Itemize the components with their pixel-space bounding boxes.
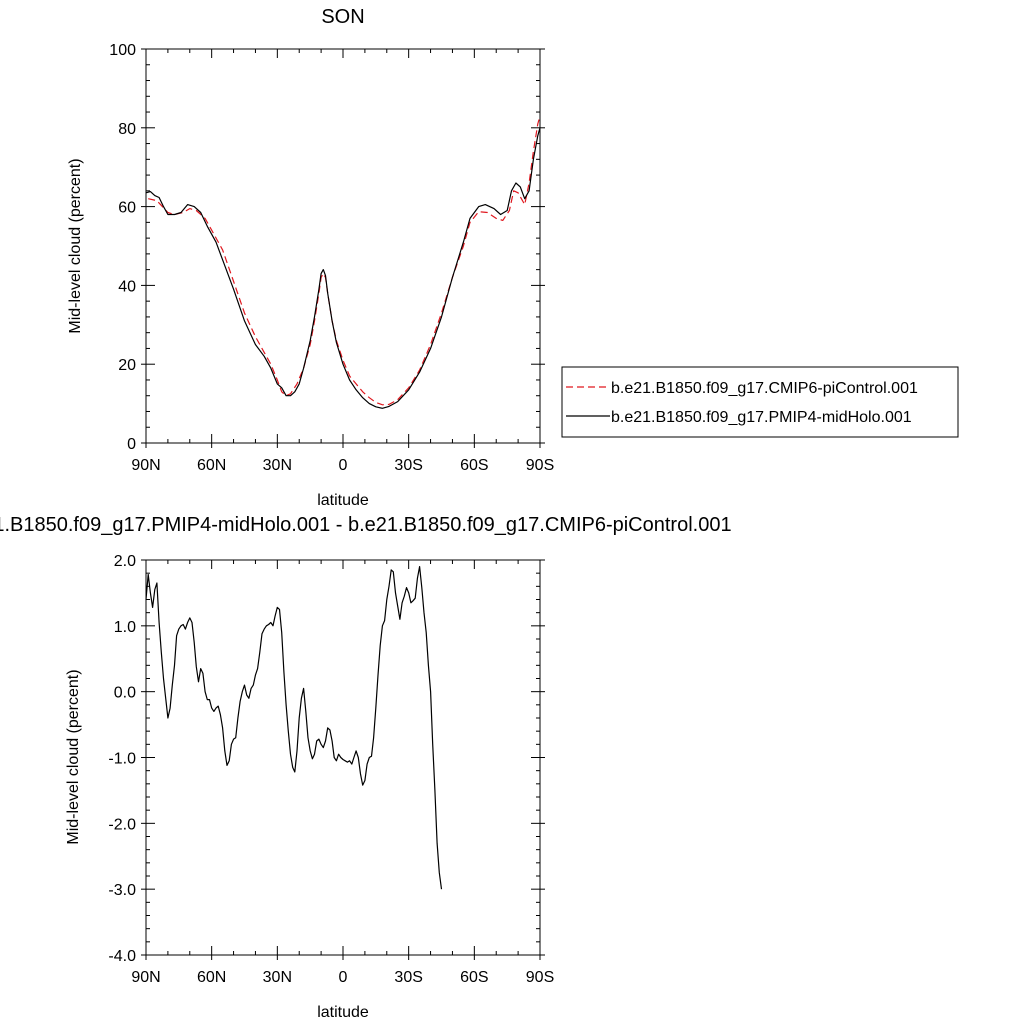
x-tick-label: 30N xyxy=(263,969,292,986)
x-tick-label: 60S xyxy=(460,457,488,474)
chart1-y-axis: 0 20 40 60 80 100 xyxy=(109,42,545,453)
chart1-plot-frame xyxy=(145,48,541,444)
chart2-x-axis-label: latitude xyxy=(317,1004,369,1021)
chart1-series-lines xyxy=(145,115,541,409)
y-tick-label: 20 xyxy=(118,357,136,374)
x-tick-label: 90S xyxy=(526,457,554,474)
chart2-y-axis: -4.0 -3.0 -2.0 -1.0 0.0 1.0 2.0 xyxy=(108,553,545,965)
y-tick-label: 80 xyxy=(118,121,136,138)
chart1-x-axis-label: latitude xyxy=(317,492,369,509)
series-line-0-0 xyxy=(148,115,541,406)
y-tick-label: 100 xyxy=(109,42,136,59)
x-tick-label: 90N xyxy=(131,969,160,986)
x-tick-label: 90S xyxy=(526,969,554,986)
y-tick-label: -2.0 xyxy=(108,816,136,833)
chart2-series-lines xyxy=(145,566,443,890)
chart1-x-axis: 90N 60N 30N 0 30S 60S 90S xyxy=(131,49,554,474)
chart2-y-axis-label: Mid-level cloud (percent) xyxy=(65,669,82,844)
x-tick-label: 0 xyxy=(339,457,348,474)
mean-cloud-chart: SON 90N 60N 30N 0 30S 60S 90S 0 20 40 60 80 100 lat… xyxy=(67,6,959,509)
legend-box xyxy=(561,366,959,438)
y-tick-label: 1.0 xyxy=(114,619,136,636)
x-tick-label: 30N xyxy=(263,457,292,474)
y-tick-label: -1.0 xyxy=(108,751,136,768)
legend-label-picontrol: b.e21.B1850.f09_g17.CMIP6-piControl.001 xyxy=(611,380,918,397)
x-tick-label: 30S xyxy=(394,969,422,986)
series-line-0-1 xyxy=(145,127,541,409)
x-tick-label: 60N xyxy=(197,457,226,474)
chart2-plot-frame xyxy=(145,559,541,956)
y-tick-label: 60 xyxy=(118,200,136,217)
x-tick-label: 90N xyxy=(131,457,160,474)
chart1-legend: b.e21.B1850.f09_g17.CMIP6-piControl.001 … xyxy=(561,366,959,438)
y-tick-label: -4.0 xyxy=(108,948,136,965)
y-tick-label: 0 xyxy=(127,436,136,453)
legend-label-midholo: b.e21.B1850.f09_g17.PMIP4-midHolo.001 xyxy=(611,409,912,426)
chart1-y-axis-label: Mid-level cloud (percent) xyxy=(67,158,84,333)
x-tick-label: 30S xyxy=(394,457,422,474)
chart2-x-axis: 90N 60N 30N 0 30S 60S 90S xyxy=(131,560,554,986)
y-tick-label: 0.0 xyxy=(114,685,136,702)
series-line-1-0 xyxy=(145,566,443,890)
chart2-title: b.e21.B1850.f09_g17.PMIP4-midHolo.001 - … xyxy=(0,514,732,536)
x-tick-label: 60S xyxy=(460,969,488,986)
chart1-title: SON xyxy=(321,6,364,28)
x-tick-label: 60N xyxy=(197,969,226,986)
difference-cloud-chart: b.e21.B1850.f09_g17.PMIP4-midHolo.001 - … xyxy=(0,514,732,1021)
y-tick-label: 40 xyxy=(118,278,136,295)
y-tick-label: 2.0 xyxy=(114,553,136,570)
y-tick-label: -3.0 xyxy=(108,882,136,899)
x-tick-label: 0 xyxy=(339,969,348,986)
